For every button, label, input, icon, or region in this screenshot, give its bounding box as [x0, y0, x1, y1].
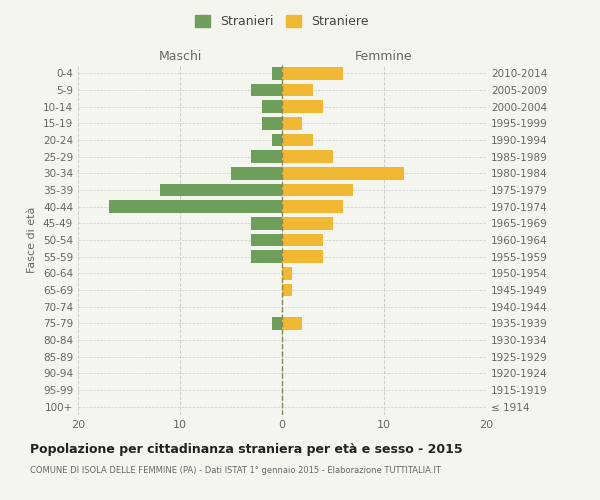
- Bar: [251, 150, 282, 163]
- Bar: [282, 100, 323, 113]
- Text: Femmine: Femmine: [355, 50, 413, 62]
- Bar: [251, 217, 282, 230]
- Bar: [251, 234, 282, 246]
- Bar: [272, 67, 282, 80]
- Bar: [282, 234, 323, 246]
- Y-axis label: Fasce di età: Fasce di età: [28, 207, 37, 273]
- Bar: [282, 184, 353, 196]
- Bar: [262, 100, 282, 113]
- Bar: [282, 284, 292, 296]
- Bar: [282, 267, 292, 280]
- Bar: [282, 317, 302, 330]
- Bar: [282, 250, 323, 263]
- Bar: [282, 217, 333, 230]
- Bar: [282, 167, 404, 179]
- Text: Popolazione per cittadinanza straniera per età e sesso - 2015: Popolazione per cittadinanza straniera p…: [30, 442, 463, 456]
- Bar: [282, 84, 313, 96]
- Bar: [109, 200, 282, 213]
- Bar: [282, 134, 313, 146]
- Bar: [251, 84, 282, 96]
- Bar: [282, 67, 343, 80]
- Bar: [251, 250, 282, 263]
- Text: COMUNE DI ISOLA DELLE FEMMINE (PA) - Dati ISTAT 1° gennaio 2015 - Elaborazione T: COMUNE DI ISOLA DELLE FEMMINE (PA) - Dat…: [30, 466, 441, 475]
- Bar: [160, 184, 282, 196]
- Bar: [282, 200, 343, 213]
- Bar: [262, 117, 282, 130]
- Bar: [272, 317, 282, 330]
- Legend: Stranieri, Straniere: Stranieri, Straniere: [195, 15, 369, 28]
- Bar: [282, 117, 302, 130]
- Bar: [282, 150, 333, 163]
- Bar: [272, 134, 282, 146]
- Text: Maschi: Maschi: [158, 50, 202, 62]
- Bar: [231, 167, 282, 179]
